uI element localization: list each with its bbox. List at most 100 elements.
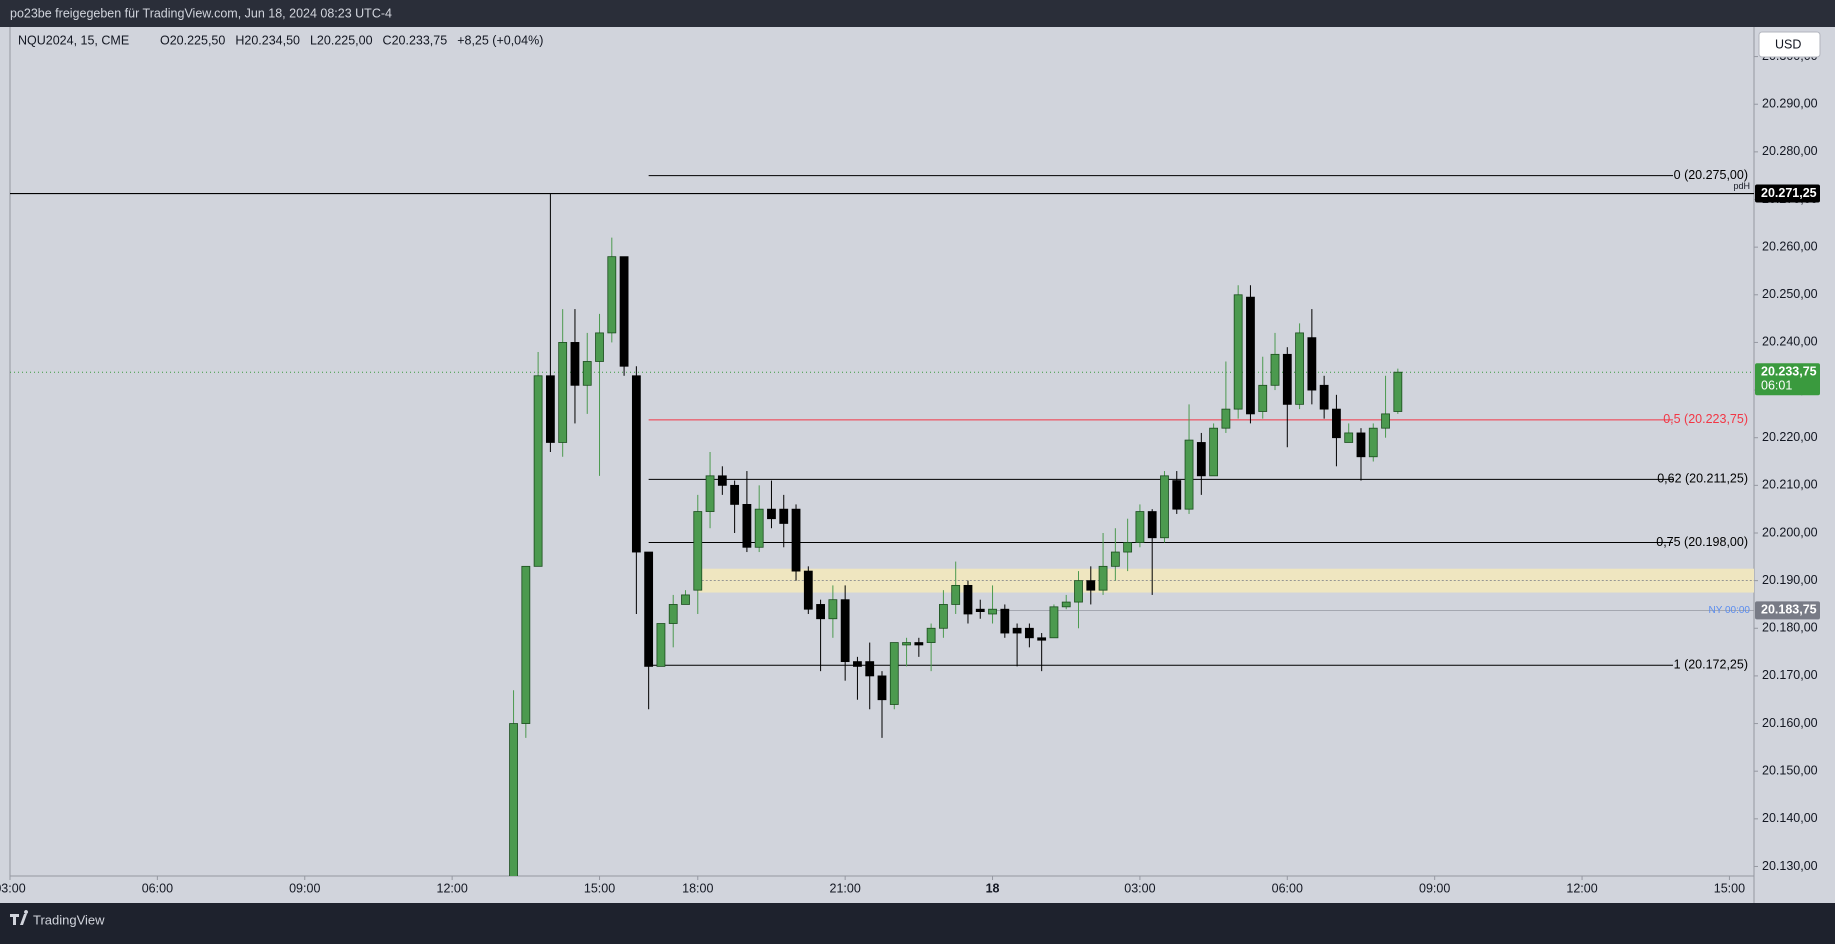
candle-body xyxy=(1037,637,1047,641)
candle-body xyxy=(1098,565,1108,591)
price-badge xyxy=(1755,184,1820,203)
symbol: NQU2024, 15, CME xyxy=(18,33,129,47)
candle-body xyxy=(1270,353,1280,386)
y-tick-label: 20.150,00 xyxy=(1762,763,1818,777)
share-text: po23be freigegeben für TradingView.com, … xyxy=(10,6,392,20)
x-tick-label: 15:00 xyxy=(584,881,615,895)
candle-body xyxy=(619,256,629,367)
candle-body xyxy=(1307,337,1317,391)
candle-body xyxy=(1393,371,1403,412)
candle-body xyxy=(963,584,973,615)
candle-body xyxy=(1196,442,1206,477)
y-tick-label: 20.240,00 xyxy=(1762,335,1818,349)
candle-body xyxy=(1356,432,1366,458)
logo xyxy=(10,910,29,925)
candle-body xyxy=(742,504,752,548)
candle-body xyxy=(730,484,740,505)
candle-body xyxy=(693,511,703,591)
candle-body xyxy=(828,599,838,620)
y-tick-label: 20.250,00 xyxy=(1762,287,1818,301)
x-tick-label: 09:00 xyxy=(1419,881,1450,895)
candle-body xyxy=(1024,627,1034,639)
session-label: NY 00:00 xyxy=(1708,605,1750,616)
x-tick-label: 21:00 xyxy=(830,881,861,895)
candle-body xyxy=(1172,480,1182,510)
ohlc-label: L20.225,00 xyxy=(310,33,373,47)
candle-body xyxy=(1233,294,1243,410)
y-tick-label: 20.190,00 xyxy=(1762,573,1818,587)
candle-body xyxy=(865,661,875,677)
candle-body xyxy=(1135,511,1145,543)
candle-body xyxy=(1049,606,1059,639)
candle-body xyxy=(1381,413,1390,429)
price-badge-sub: 06:01 xyxy=(1761,378,1792,392)
fib-label: 0 (20.275,00) xyxy=(1674,168,1748,182)
pdh-label: pdH xyxy=(1733,181,1750,191)
candle-body xyxy=(1000,608,1010,634)
candle-body xyxy=(1147,511,1157,539)
candle-body xyxy=(1368,427,1378,458)
y-tick-label: 20.280,00 xyxy=(1762,144,1818,158)
candle-body xyxy=(1110,551,1120,567)
candle-body xyxy=(803,570,813,610)
x-tick-label: 18 xyxy=(986,881,1000,895)
x-tick-label: 03:00 xyxy=(0,881,26,895)
candle-body xyxy=(767,508,776,520)
x-tick-label: 03:00 xyxy=(1124,881,1155,895)
candle-body xyxy=(681,594,690,605)
candle-body xyxy=(926,627,936,643)
candle-body xyxy=(1295,332,1304,405)
candle-body xyxy=(705,475,715,512)
y-tick-label: 20.170,00 xyxy=(1762,668,1818,682)
x-tick-label: 18:00 xyxy=(682,881,713,895)
candle-body xyxy=(975,608,985,612)
candle-body xyxy=(545,375,555,443)
candle-body xyxy=(853,661,862,667)
candle-body xyxy=(1074,580,1083,603)
candle-body xyxy=(889,642,899,705)
ohlc-label: O20.225,50 xyxy=(160,33,225,47)
candle-body xyxy=(1086,580,1096,591)
candle-body xyxy=(840,599,850,663)
y-tick-label: 20.200,00 xyxy=(1762,525,1818,539)
candle-body xyxy=(717,475,727,486)
candle-body xyxy=(951,584,961,605)
y-tick-label: 20.210,00 xyxy=(1762,478,1818,492)
ohlc-label: +8,25 (+0,04%) xyxy=(457,33,543,47)
candle-body xyxy=(656,623,666,667)
candle-body xyxy=(1012,627,1022,634)
candle-body xyxy=(816,604,825,620)
currency-button[interactable] xyxy=(1758,31,1821,58)
x-tick-label: 09:00 xyxy=(289,881,320,895)
x-tick-label: 12:00 xyxy=(437,881,468,895)
y-tick-label: 20.140,00 xyxy=(1762,811,1818,825)
candle-body xyxy=(754,508,764,548)
candle-body xyxy=(1123,542,1133,553)
candle-body xyxy=(1319,384,1329,410)
price-badge xyxy=(1755,363,1820,396)
chart-area xyxy=(0,27,1835,903)
candle-body xyxy=(791,508,801,572)
candle-body xyxy=(877,675,887,701)
candle-body xyxy=(1061,601,1071,608)
x-tick-label: 15:00 xyxy=(1714,881,1745,895)
currency: USD xyxy=(1775,37,1801,51)
x-tick-label: 12:00 xyxy=(1566,881,1597,895)
price-badge-label: 20.271,25 xyxy=(1761,186,1817,200)
candle-body xyxy=(1184,439,1194,510)
candle-body xyxy=(902,642,911,646)
candle-body xyxy=(1344,432,1354,443)
x-tick-label: 06:00 xyxy=(142,881,173,895)
candle-body xyxy=(1209,427,1219,477)
candle-body xyxy=(595,332,604,362)
y-tick-label: 20.260,00 xyxy=(1762,239,1818,253)
candle-body xyxy=(939,604,948,629)
y-tick-label: 20.180,00 xyxy=(1762,621,1818,635)
fib-label: 0,62 (20.211,25) xyxy=(1657,472,1748,486)
price-badge-label: 20.183,75 xyxy=(1761,603,1817,617)
price-badge-label: 20.233,75 xyxy=(1761,364,1817,378)
candle-body xyxy=(914,642,924,646)
candle-body xyxy=(558,342,568,443)
